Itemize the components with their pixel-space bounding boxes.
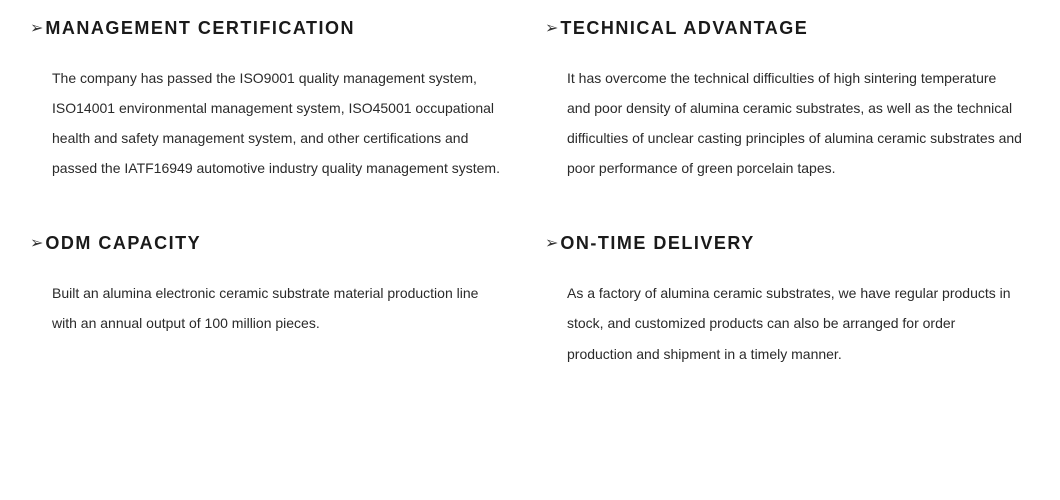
section-body: It has overcome the technical difficulti… xyxy=(545,63,1030,183)
bullet-icon: ➢ xyxy=(545,236,558,252)
heading-row: ➢ TECHNICAL ADVANTAGE xyxy=(545,18,1030,39)
section-body: Built an alumina electronic ceramic subs… xyxy=(30,278,515,338)
section-body: As a factory of alumina ceramic substrat… xyxy=(545,278,1030,368)
bullet-icon: ➢ xyxy=(545,21,558,37)
section-technical-advantage: ➢ TECHNICAL ADVANTAGE It has overcome th… xyxy=(545,18,1030,183)
heading-row: ➢ MANAGEMENT CERTIFICATION xyxy=(30,18,515,39)
bullet-icon: ➢ xyxy=(30,236,43,252)
bullet-icon: ➢ xyxy=(30,21,43,37)
sections-grid: ➢ MANAGEMENT CERTIFICATION The company h… xyxy=(30,18,1030,369)
section-management-certification: ➢ MANAGEMENT CERTIFICATION The company h… xyxy=(30,18,515,183)
section-odm-capacity: ➢ ODM CAPACITY Built an alumina electron… xyxy=(30,233,515,368)
section-body: The company has passed the ISO9001 quali… xyxy=(30,63,515,183)
section-on-time-delivery: ➢ ON-TIME DELIVERY As a factory of alumi… xyxy=(545,233,1030,368)
section-heading: ODM CAPACITY xyxy=(45,233,201,254)
section-heading: ON-TIME DELIVERY xyxy=(560,233,754,254)
heading-row: ➢ ON-TIME DELIVERY xyxy=(545,233,1030,254)
section-heading: TECHNICAL ADVANTAGE xyxy=(560,18,808,39)
section-heading: MANAGEMENT CERTIFICATION xyxy=(45,18,355,39)
heading-row: ➢ ODM CAPACITY xyxy=(30,233,515,254)
